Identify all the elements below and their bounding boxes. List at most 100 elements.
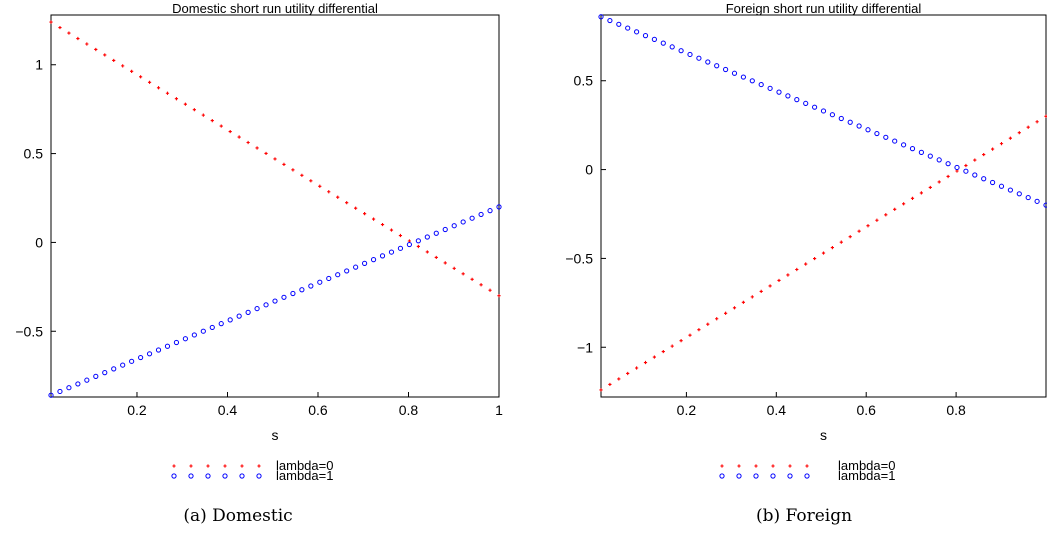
data-point-cross bbox=[282, 162, 286, 166]
y-tick-label: −0.5 bbox=[565, 250, 593, 266]
data-point-cross bbox=[479, 283, 483, 287]
series-lambda1 bbox=[598, 14, 1047, 208]
data-point-circle bbox=[57, 388, 63, 395]
data-point-cross bbox=[139, 75, 143, 79]
data-point-cross bbox=[201, 113, 205, 117]
legend-marker-circle bbox=[222, 473, 228, 479]
data-point-circle bbox=[634, 29, 640, 35]
data-point-circle bbox=[84, 377, 90, 383]
data-point-cross bbox=[147, 80, 152, 84]
x-tick-label: 0.6 bbox=[856, 402, 876, 418]
data-point-circle bbox=[740, 74, 747, 80]
data-point-cross bbox=[183, 102, 187, 106]
data-point-cross bbox=[946, 174, 950, 179]
data-point-cross bbox=[434, 255, 438, 260]
legend-marker-cross bbox=[206, 464, 210, 468]
figure-caption: (b) Foreign bbox=[756, 506, 852, 526]
data-point-circle bbox=[200, 328, 206, 334]
data-point-cross bbox=[354, 206, 358, 210]
legend-marker-cross bbox=[771, 464, 775, 468]
legend-marker-circle bbox=[205, 473, 211, 479]
data-point-cross bbox=[635, 366, 639, 370]
data-point-cross bbox=[371, 217, 376, 221]
data-point-cross bbox=[49, 20, 53, 24]
data-point-cross bbox=[982, 152, 986, 157]
data-point-cross bbox=[670, 344, 674, 348]
series-lambda0 bbox=[49, 20, 501, 298]
y-tick-label: 0.5 bbox=[24, 146, 44, 162]
data-point-cross bbox=[919, 191, 923, 195]
data-point-circle bbox=[299, 287, 305, 293]
data-point-circle bbox=[874, 130, 880, 137]
data-point-cross bbox=[991, 147, 995, 151]
data-point-circle bbox=[218, 321, 224, 327]
data-point-cross bbox=[461, 272, 465, 276]
data-point-circle bbox=[48, 392, 54, 398]
data-point-cross bbox=[291, 168, 295, 172]
data-point-circle bbox=[785, 93, 791, 99]
data-point-circle bbox=[308, 283, 314, 289]
data-point-circle bbox=[272, 298, 278, 304]
data-point-cross bbox=[652, 355, 656, 359]
data-point-cross bbox=[398, 233, 403, 238]
data-point-circle bbox=[642, 33, 649, 39]
data-point-cross bbox=[626, 371, 630, 376]
data-point-circle bbox=[918, 149, 925, 155]
data-point-cross bbox=[643, 360, 648, 365]
data-point-circle bbox=[865, 127, 871, 133]
data-point-circle bbox=[317, 279, 323, 285]
data-point-cross bbox=[174, 97, 179, 101]
data-point-cross bbox=[937, 180, 941, 184]
x-tick-label: 0.2 bbox=[127, 402, 147, 418]
data-point-cross bbox=[741, 300, 745, 304]
x-tick-label: 0.4 bbox=[218, 402, 238, 418]
legend-marker-circle bbox=[188, 473, 194, 479]
legend-marker-cross bbox=[720, 464, 724, 468]
data-point-circle bbox=[227, 317, 233, 323]
legend-marker-circle bbox=[736, 473, 742, 479]
data-point-cross bbox=[255, 146, 259, 150]
y-tick-label: 0.5 bbox=[574, 73, 594, 89]
y-tick-label: 0 bbox=[35, 234, 43, 250]
data-point-cross bbox=[425, 250, 429, 254]
data-point-circle bbox=[820, 108, 827, 114]
data-point-cross bbox=[848, 235, 852, 239]
data-point-circle bbox=[669, 44, 675, 50]
data-point-cross bbox=[336, 195, 340, 199]
data-point-cross bbox=[380, 222, 385, 227]
data-point-circle bbox=[111, 366, 117, 372]
x-tick-label: 1 bbox=[495, 402, 503, 418]
legend-marker-cross bbox=[240, 464, 244, 468]
data-point-circle bbox=[129, 358, 135, 364]
series-lambda0 bbox=[599, 114, 1047, 392]
data-point-circle bbox=[102, 370, 108, 376]
data-point-circle bbox=[1043, 202, 1047, 208]
data-point-circle bbox=[936, 157, 942, 163]
data-point-cross bbox=[928, 185, 932, 190]
x-axis-label: s bbox=[820, 427, 827, 443]
chart-panel-foreign: Foreign short run utility differential 0.… bbox=[565, 1, 1047, 526]
data-point-cross bbox=[732, 306, 737, 310]
data-point-cross bbox=[416, 244, 420, 249]
data-point-circle bbox=[651, 36, 658, 42]
data-point-cross bbox=[1017, 131, 1021, 135]
data-point-circle bbox=[1025, 194, 1031, 201]
data-point-circle bbox=[379, 253, 386, 259]
data-point-cross bbox=[999, 142, 1004, 146]
data-point-circle bbox=[812, 104, 818, 110]
data-point-circle bbox=[856, 123, 862, 129]
data-point-cross bbox=[715, 317, 719, 321]
y-tick-label: −0.5 bbox=[15, 323, 43, 339]
data-point-circle bbox=[433, 230, 439, 236]
legend-marker-cross bbox=[172, 464, 176, 468]
data-point-cross bbox=[830, 246, 834, 250]
data-point-cross bbox=[902, 202, 906, 206]
y-tick-label: 0 bbox=[585, 162, 593, 178]
data-point-circle bbox=[281, 294, 287, 300]
data-point-cross bbox=[795, 267, 799, 272]
legend-marker-cross bbox=[805, 464, 809, 468]
legend-marker-cross bbox=[223, 464, 227, 468]
